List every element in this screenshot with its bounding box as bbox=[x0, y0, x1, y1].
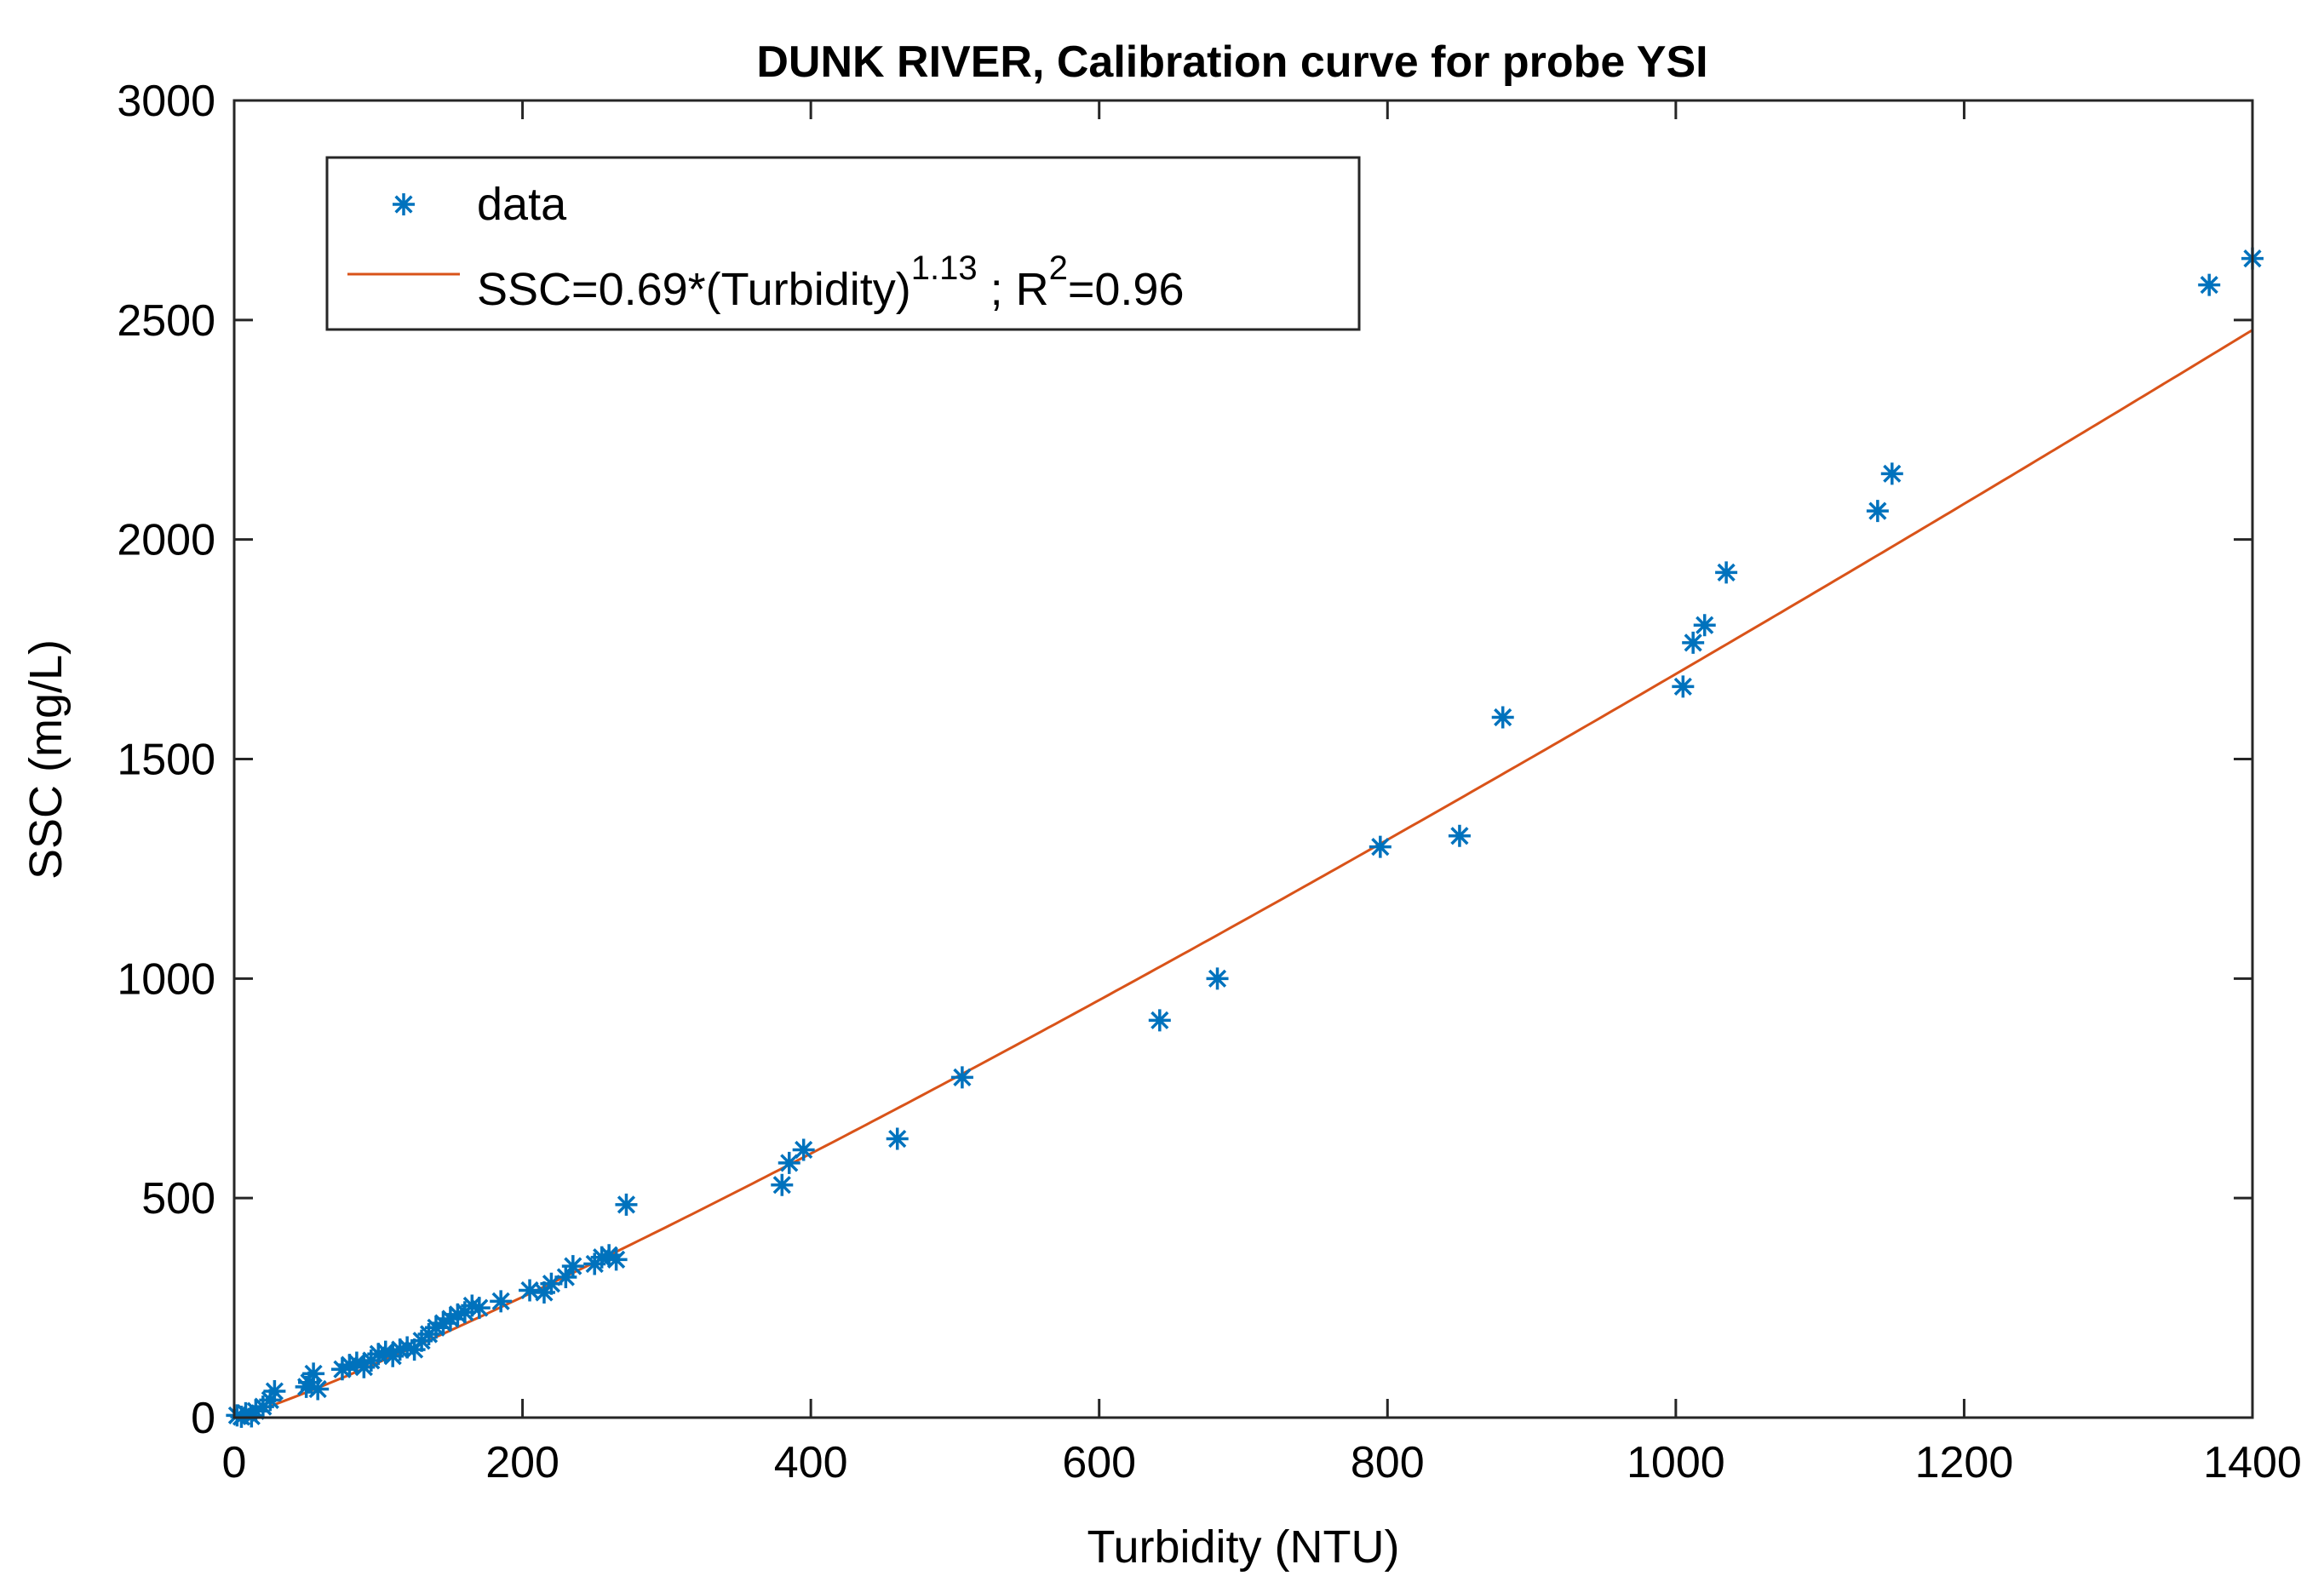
x-tick-label: 400 bbox=[774, 1438, 848, 1487]
data-point bbox=[461, 1294, 484, 1317]
data-point bbox=[1715, 561, 1738, 584]
legend: data SSC=0.69*(Turbidity)1.13 ; R2=0.96 bbox=[325, 156, 1361, 331]
legend-data-marker-star bbox=[393, 193, 415, 215]
legend-fit-prefix: SSC=0.69*(Turbidity) bbox=[477, 264, 911, 315]
data-point bbox=[792, 1138, 815, 1161]
x-tick-label: 1200 bbox=[1915, 1438, 2014, 1487]
y-tick-label: 1500 bbox=[117, 736, 215, 785]
data-point bbox=[1148, 1009, 1171, 1032]
data-point bbox=[778, 1151, 800, 1174]
x-tick-label: 1400 bbox=[2203, 1438, 2302, 1487]
data-point bbox=[1682, 631, 1705, 654]
legend-fit-mid: ; R bbox=[978, 264, 1049, 315]
data-point bbox=[519, 1279, 542, 1302]
data-point bbox=[307, 1378, 330, 1401]
data-point bbox=[1206, 967, 1229, 990]
data-point bbox=[374, 1340, 397, 1363]
data-point bbox=[1491, 706, 1514, 729]
data-point bbox=[1672, 675, 1695, 698]
data-point bbox=[540, 1272, 563, 1295]
x-tick-label: 200 bbox=[485, 1438, 559, 1487]
y-axis: 0 500 1000 1500 2000 2500 3000 bbox=[117, 77, 2252, 1443]
x-tick-label: 800 bbox=[1351, 1438, 1425, 1487]
data-point bbox=[1866, 500, 1889, 523]
y-tick-label: 1000 bbox=[117, 954, 215, 1004]
y-tick-label: 2000 bbox=[117, 516, 215, 565]
data-point bbox=[2198, 273, 2221, 296]
y-tick-label: 500 bbox=[141, 1174, 215, 1223]
x-axis-label: Turbidity (NTU) bbox=[1087, 1521, 1399, 1573]
data-point bbox=[446, 1303, 469, 1326]
data-point bbox=[234, 1401, 257, 1424]
data-point bbox=[338, 1354, 361, 1377]
data-point bbox=[615, 1193, 638, 1216]
data-point bbox=[554, 1265, 577, 1288]
data-point bbox=[1369, 835, 1392, 858]
data-point bbox=[590, 1246, 613, 1269]
legend-fit-exponent: 1.13 bbox=[911, 249, 978, 287]
data-point bbox=[598, 1244, 621, 1267]
y-axis-label: SSC (mg/L) bbox=[20, 639, 72, 880]
legend-data-marker bbox=[393, 193, 415, 215]
x-tick-label: 0 bbox=[222, 1438, 247, 1487]
legend-fit-r2-exponent: 2 bbox=[1049, 249, 1068, 287]
data-point bbox=[396, 1336, 419, 1359]
legend-data-label: data bbox=[477, 179, 567, 230]
legend-fit-suffix: =0.96 bbox=[1068, 264, 1185, 315]
data-point bbox=[561, 1255, 584, 1278]
data-point bbox=[468, 1297, 491, 1320]
data-point bbox=[345, 1351, 368, 1374]
data-point bbox=[244, 1400, 267, 1423]
data-point bbox=[259, 1389, 282, 1412]
y-tick-label: 0 bbox=[191, 1394, 215, 1443]
chart-title: DUNK RIVER, Calibration curve for probe … bbox=[756, 37, 1707, 87]
data-points bbox=[226, 247, 2264, 1428]
data-point bbox=[263, 1380, 286, 1403]
data-point bbox=[886, 1127, 909, 1150]
legend-box bbox=[325, 156, 1361, 331]
y-tick-label: 2500 bbox=[117, 296, 215, 346]
data-point bbox=[302, 1362, 325, 1385]
data-point bbox=[425, 1316, 447, 1339]
data-point bbox=[771, 1173, 794, 1196]
data-point bbox=[439, 1307, 462, 1330]
data-point bbox=[330, 1358, 353, 1381]
data-point bbox=[605, 1248, 628, 1271]
data-point bbox=[367, 1343, 390, 1366]
y-tick-label: 3000 bbox=[117, 77, 215, 126]
data-point bbox=[432, 1312, 455, 1335]
data-point bbox=[1693, 614, 1716, 637]
legend-fit-label: SSC=0.69*(Turbidity)1.13 ; R2=0.96 bbox=[477, 249, 1184, 315]
data-point bbox=[403, 1338, 426, 1361]
data-point bbox=[490, 1290, 513, 1313]
data-point bbox=[1448, 824, 1471, 847]
x-tick-label: 1000 bbox=[1627, 1438, 1725, 1487]
x-tick-label: 600 bbox=[1062, 1438, 1136, 1487]
data-point bbox=[1880, 462, 1903, 485]
x-axis: 0 200 400 600 800 1000 1200 1400 bbox=[222, 100, 2302, 1487]
data-point bbox=[950, 1066, 973, 1089]
data-point bbox=[532, 1281, 555, 1304]
data-point bbox=[388, 1338, 411, 1361]
